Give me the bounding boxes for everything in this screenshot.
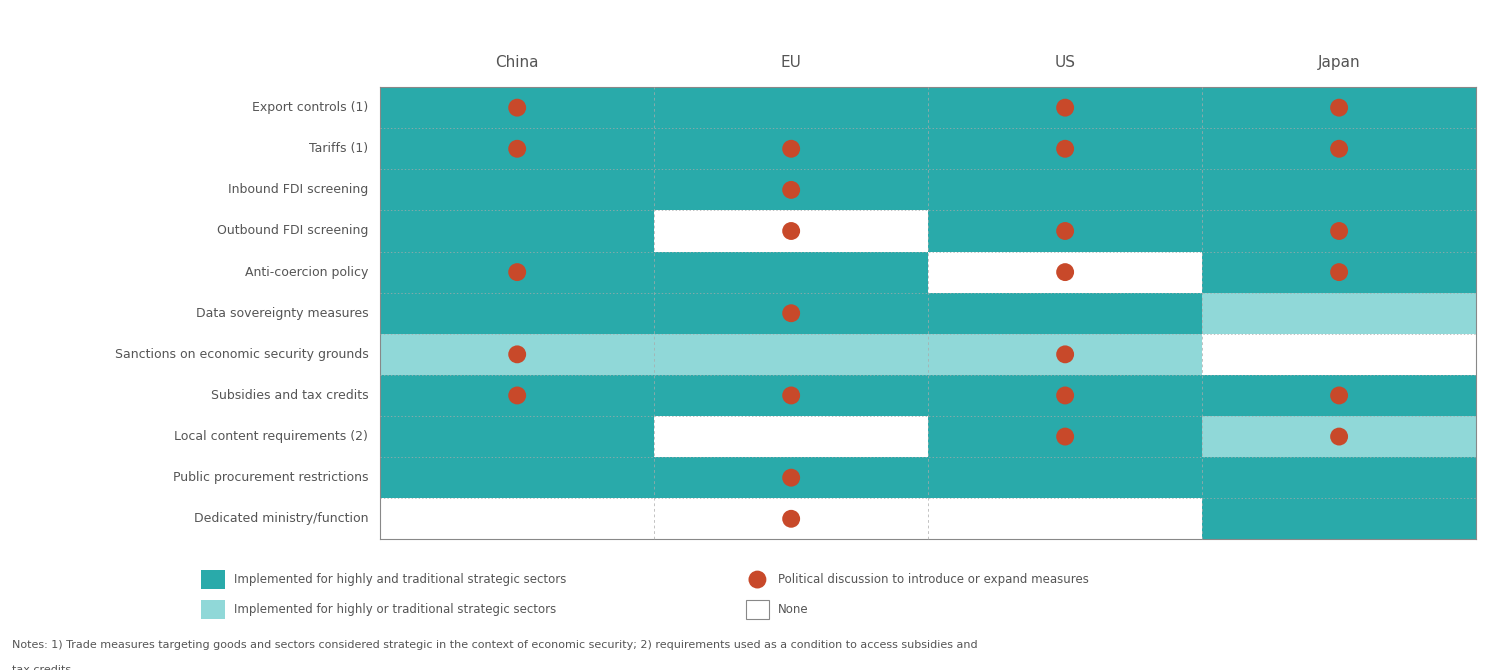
- Text: Political discussion to introduce or expand measures: Political discussion to introduce or exp…: [778, 573, 1090, 586]
- Bar: [746, 600, 769, 619]
- Text: EU: EU: [781, 56, 802, 70]
- Ellipse shape: [783, 304, 801, 322]
- Bar: [927, 375, 1202, 416]
- Bar: [655, 251, 927, 293]
- Ellipse shape: [1056, 263, 1074, 281]
- Bar: [927, 457, 1202, 498]
- Text: Subsidies and tax credits: Subsidies and tax credits: [210, 389, 368, 402]
- Bar: [380, 375, 655, 416]
- Bar: [1202, 334, 1476, 375]
- Bar: [655, 375, 927, 416]
- Text: Tariffs (1): Tariffs (1): [309, 142, 368, 155]
- Bar: [1202, 170, 1476, 210]
- Bar: [201, 570, 225, 589]
- Bar: [655, 334, 927, 375]
- Bar: [927, 87, 1202, 128]
- Text: Japan: Japan: [1318, 56, 1360, 70]
- Bar: [380, 87, 655, 128]
- Bar: [655, 457, 927, 498]
- Bar: [927, 170, 1202, 210]
- Text: Anti-coercion policy: Anti-coercion policy: [245, 265, 368, 279]
- Bar: [927, 416, 1202, 457]
- Ellipse shape: [748, 571, 766, 588]
- Bar: [655, 170, 927, 210]
- Bar: [380, 498, 655, 539]
- Bar: [1202, 457, 1476, 498]
- Bar: [1202, 128, 1476, 170]
- Bar: [1202, 251, 1476, 293]
- Bar: [927, 334, 1202, 375]
- Ellipse shape: [508, 263, 526, 281]
- Text: tax credits: tax credits: [12, 665, 72, 670]
- Bar: [655, 498, 927, 539]
- Bar: [927, 251, 1202, 293]
- Text: Implemented for highly or traditional strategic sectors: Implemented for highly or traditional st…: [234, 603, 556, 616]
- Ellipse shape: [1330, 427, 1348, 446]
- Ellipse shape: [1056, 346, 1074, 363]
- Text: Local content requirements (2): Local content requirements (2): [174, 430, 368, 443]
- Ellipse shape: [1330, 140, 1348, 157]
- Bar: [655, 210, 927, 251]
- Text: Notes: 1) Trade measures targeting goods and sectors considered strategic in the: Notes: 1) Trade measures targeting goods…: [12, 640, 978, 650]
- Bar: [380, 457, 655, 498]
- Bar: [655, 416, 927, 457]
- Bar: [380, 170, 655, 210]
- Bar: [201, 600, 225, 619]
- Ellipse shape: [1330, 98, 1348, 117]
- Ellipse shape: [1330, 222, 1348, 240]
- Bar: [380, 128, 655, 170]
- Ellipse shape: [1056, 222, 1074, 240]
- Ellipse shape: [783, 387, 801, 405]
- Bar: [927, 293, 1202, 334]
- Text: China: China: [495, 56, 538, 70]
- Text: Data sovereignty measures: Data sovereignty measures: [195, 307, 368, 320]
- Text: Outbound FDI screening: Outbound FDI screening: [216, 224, 368, 237]
- Text: Export controls (1): Export controls (1): [252, 101, 368, 114]
- Bar: [1202, 293, 1476, 334]
- Ellipse shape: [1330, 387, 1348, 405]
- Ellipse shape: [783, 469, 801, 486]
- Bar: [380, 293, 655, 334]
- Text: US: US: [1054, 56, 1075, 70]
- Bar: [1202, 498, 1476, 539]
- Bar: [655, 87, 927, 128]
- Ellipse shape: [783, 510, 801, 528]
- Text: Dedicated ministry/function: Dedicated ministry/function: [194, 513, 368, 525]
- Ellipse shape: [508, 98, 526, 117]
- Bar: [1202, 87, 1476, 128]
- Text: Inbound FDI screening: Inbound FDI screening: [228, 184, 368, 196]
- Bar: [380, 334, 655, 375]
- Bar: [1202, 210, 1476, 251]
- Bar: [927, 498, 1202, 539]
- Ellipse shape: [783, 140, 801, 157]
- Bar: [927, 210, 1202, 251]
- Bar: [1202, 416, 1476, 457]
- Ellipse shape: [783, 181, 801, 199]
- Text: Implemented for highly and traditional strategic sectors: Implemented for highly and traditional s…: [234, 573, 567, 586]
- Ellipse shape: [508, 346, 526, 363]
- Text: None: None: [778, 603, 810, 616]
- Ellipse shape: [1056, 387, 1074, 405]
- Bar: [1202, 375, 1476, 416]
- Ellipse shape: [1056, 140, 1074, 157]
- Ellipse shape: [783, 222, 801, 240]
- Text: Public procurement restrictions: Public procurement restrictions: [173, 471, 368, 484]
- Bar: [380, 251, 655, 293]
- Ellipse shape: [1056, 427, 1074, 446]
- Ellipse shape: [508, 387, 526, 405]
- Ellipse shape: [1330, 263, 1348, 281]
- Bar: [380, 416, 655, 457]
- Bar: [655, 293, 927, 334]
- Ellipse shape: [508, 140, 526, 157]
- Bar: [655, 128, 927, 170]
- Text: Sanctions on economic security grounds: Sanctions on economic security grounds: [115, 348, 368, 361]
- Bar: [927, 128, 1202, 170]
- Ellipse shape: [1056, 98, 1074, 117]
- Bar: [380, 210, 655, 251]
